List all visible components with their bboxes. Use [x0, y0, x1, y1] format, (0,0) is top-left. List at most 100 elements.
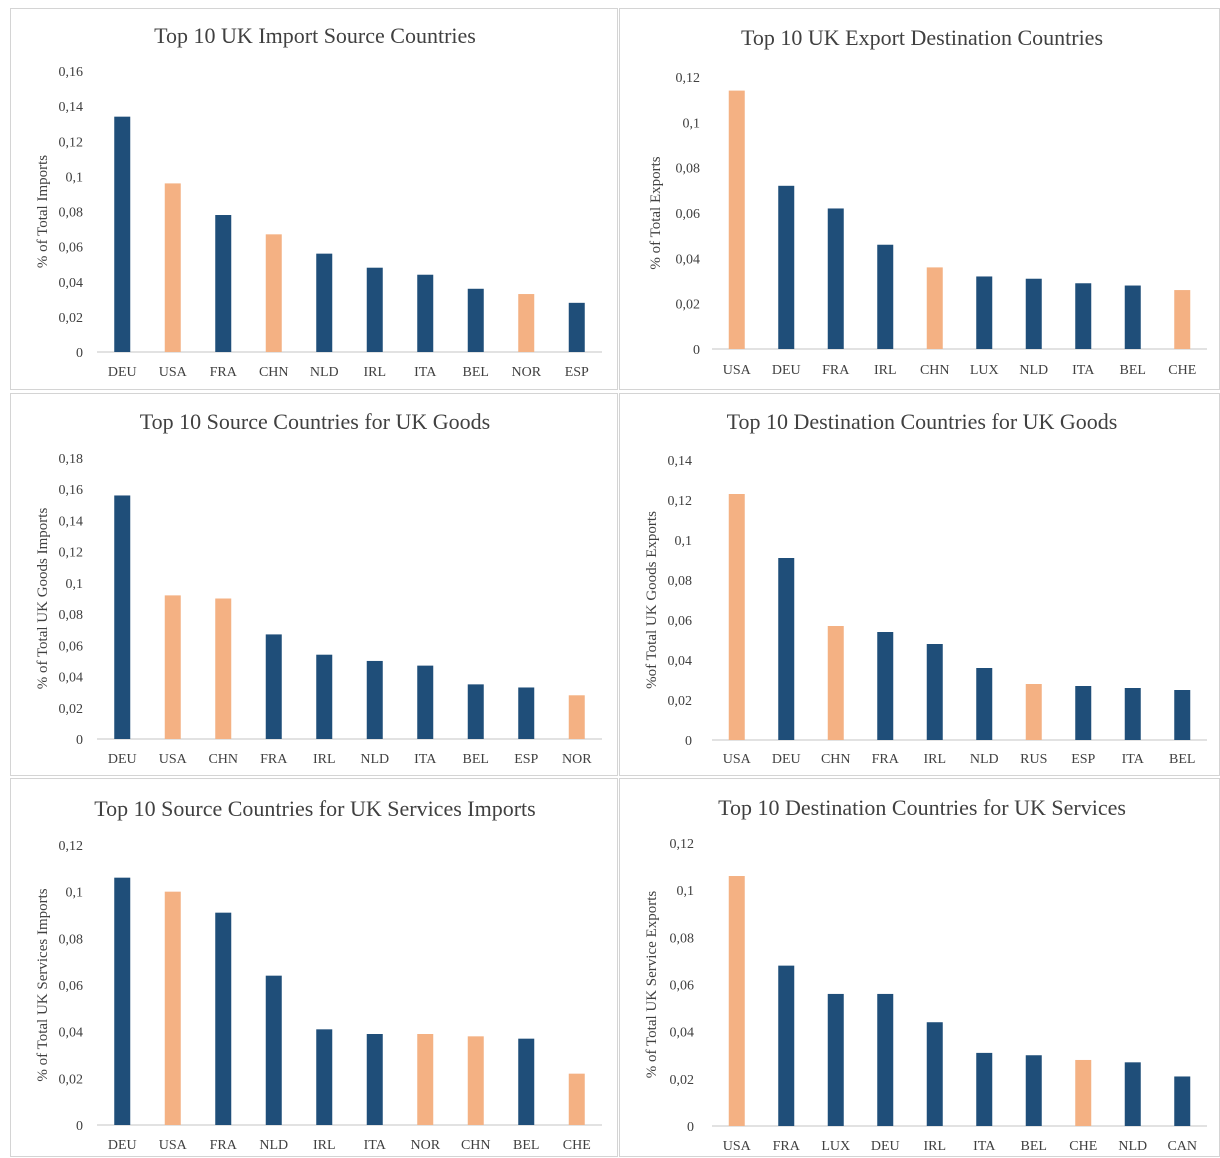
y-tick-label: 0,02	[676, 298, 701, 313]
x-tick-label: DEU	[108, 1138, 137, 1153]
bar-irl	[926, 644, 943, 740]
y-tick-label: 0,08	[59, 608, 84, 623]
x-tick-label: CHN	[461, 1138, 491, 1153]
y-tick-label: 0,06	[59, 639, 84, 654]
x-tick-label: CHE	[1168, 363, 1196, 378]
x-tick-label: CHN	[821, 752, 851, 767]
bar-fra	[215, 215, 232, 352]
x-tick-label: DEU	[772, 752, 801, 767]
bar-esp	[518, 687, 535, 739]
x-tick-label: ITA	[414, 365, 437, 380]
chart-title: Top 10 Source Countries for UK Services …	[94, 796, 535, 821]
y-tick-label: 0,02	[59, 311, 84, 326]
bar-usa	[164, 891, 181, 1125]
y-tick-label: 0,1	[66, 886, 84, 901]
x-tick-label: NLD	[360, 752, 389, 767]
y-tick-label: 0,1	[683, 116, 701, 131]
x-tick-label: BEL	[513, 1138, 539, 1153]
y-tick-label: 0,08	[670, 931, 695, 946]
y-tick-label: 0,1	[675, 534, 693, 549]
y-tick-label: 0,06	[59, 241, 84, 256]
chart-title: Top 10 Destination Countries for UK Good…	[727, 409, 1118, 434]
x-tick-label: ITA	[1072, 363, 1095, 378]
bar-usa	[728, 90, 745, 349]
bar-ita	[1075, 283, 1092, 349]
x-tick-label: RUS	[1020, 752, 1047, 767]
bar-usa	[728, 494, 745, 740]
y-tick-label: 0,14	[668, 454, 693, 469]
x-tick-label: NOR	[562, 752, 592, 767]
chart-svg: Top 10 UK Import Source Countries % of To…	[35, 23, 602, 380]
chart-svg: Top 10 Source Countries for UK Goods % of…	[35, 409, 602, 767]
x-tick-label: IRL	[923, 1139, 946, 1154]
y-tick-label: 0	[76, 1119, 83, 1134]
x-tick-label: CHN	[920, 363, 950, 378]
bar-lux	[976, 276, 993, 349]
x-tick-label: LUX	[970, 363, 999, 378]
x-tick-label: IRL	[313, 1138, 336, 1153]
y-tick-label: 0,14	[59, 514, 84, 529]
bar-ita	[366, 1034, 383, 1125]
x-tick-label: USA	[159, 365, 188, 380]
x-tick-label: FRA	[773, 1139, 801, 1154]
bar-fra	[877, 632, 894, 740]
bar-fra	[215, 912, 232, 1125]
y-tick-label: 0	[76, 733, 83, 748]
x-tick-label: ESP	[1071, 752, 1095, 767]
x-tick-label: FRA	[210, 1138, 238, 1153]
y-tick-label: 0,12	[670, 837, 695, 852]
bar-chn	[215, 598, 232, 739]
y-tick-label: 0,12	[59, 546, 84, 561]
y-axis-label: %of Total UK Goods Exports	[644, 511, 660, 689]
bar-irl	[316, 654, 333, 739]
bar-bel	[1025, 1055, 1042, 1126]
x-tick-label: DEU	[108, 365, 137, 380]
chart-svg: Top 10 UK Export Destination Countries % …	[648, 25, 1207, 378]
bar-irl	[877, 244, 894, 349]
bar-deu	[114, 877, 131, 1125]
x-tick-label: CAN	[1167, 1139, 1197, 1154]
x-tick-label: BEL	[1021, 1139, 1047, 1154]
y-tick-label: 0,08	[59, 206, 84, 221]
y-tick-label: 0,02	[668, 694, 693, 709]
chart-title: Top 10 Destination Countries for UK Serv…	[718, 795, 1126, 820]
chart-svg: Top 10 Source Countries for UK Services …	[35, 796, 602, 1153]
bar-ita	[417, 274, 434, 352]
y-tick-label: 0,04	[676, 252, 701, 267]
x-tick-label: NOR	[410, 1138, 440, 1153]
bar-can	[1174, 1076, 1191, 1126]
x-tick-label: LUX	[821, 1139, 850, 1154]
bar-chn	[467, 1036, 484, 1125]
x-tick-label: NLD	[1118, 1139, 1147, 1154]
x-tick-label: CHN	[259, 365, 289, 380]
bar-chn	[827, 626, 844, 740]
x-tick-label: IRL	[313, 752, 336, 767]
bar-deu	[114, 116, 131, 352]
bar-nld	[316, 253, 333, 352]
bar-bel	[1124, 285, 1141, 349]
bar-che	[568, 1073, 585, 1125]
bar-deu	[778, 185, 795, 349]
y-tick-label: 0,04	[59, 671, 84, 686]
x-tick-label: DEU	[871, 1139, 900, 1154]
x-tick-label: ITA	[1122, 752, 1145, 767]
bar-nld	[265, 975, 282, 1125]
bar-deu	[877, 993, 894, 1126]
bar-fra	[827, 208, 844, 349]
x-tick-label: CHN	[208, 752, 238, 767]
bar-deu	[778, 558, 795, 740]
y-tick-label: 0,06	[59, 979, 84, 994]
x-tick-label: IRL	[363, 365, 386, 380]
bar-bel	[467, 288, 484, 352]
y-tick-label: 0,1	[677, 884, 695, 899]
bar-ita	[976, 1052, 993, 1126]
y-tick-label: 0,12	[676, 71, 701, 86]
y-tick-label: 0,08	[59, 932, 84, 947]
bar-fra	[778, 965, 795, 1126]
y-tick-label: 0,18	[59, 452, 84, 467]
chart-panel-export-destinations: Top 10 UK Export Destination Countries % …	[619, 8, 1220, 390]
x-tick-label: ITA	[364, 1138, 387, 1153]
x-tick-label: DEU	[772, 363, 801, 378]
bar-irl	[926, 1022, 943, 1126]
x-tick-label: CHE	[563, 1138, 591, 1153]
